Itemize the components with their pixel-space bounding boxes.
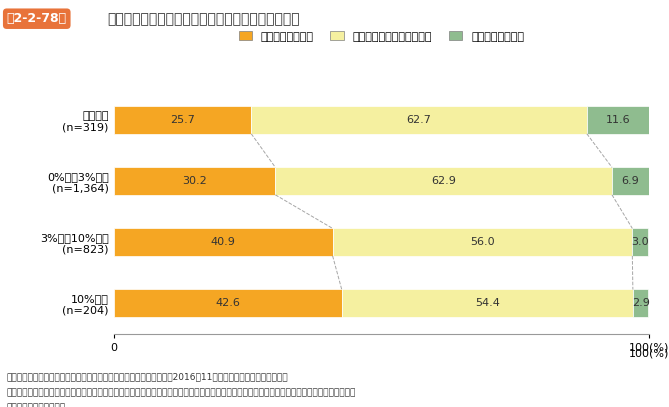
X-axis label: 100(%): 100(%)	[629, 348, 669, 359]
Text: 62.9: 62.9	[432, 176, 456, 186]
Text: 30.2: 30.2	[182, 176, 207, 186]
Text: 25.7: 25.7	[170, 115, 195, 125]
Text: 42.6: 42.6	[215, 298, 240, 308]
Bar	[114, 228, 332, 256]
Text: 売上高経常利益率別に見た、自社株式評価額の印象: 売上高経常利益率別に見た、自社株式評価額の印象	[107, 12, 300, 26]
Bar	[632, 228, 648, 256]
Text: 2.9: 2.9	[632, 298, 650, 308]
Bar	[342, 289, 633, 317]
Text: 40.9: 40.9	[211, 237, 235, 247]
Bar	[633, 289, 648, 317]
Legend: 予想より高かった, おおむね予想どおりだった, 予想より低かった: 予想より高かった, おおむね予想どおりだった, 予想より低かった	[234, 27, 529, 46]
Bar	[612, 167, 649, 195]
Text: 6.9: 6.9	[622, 176, 640, 186]
Text: 第2-2-78図: 第2-2-78図	[7, 12, 67, 25]
Text: （注）自社株式の評価額算出について「定期的に評価額を算出している」、「不定期だが評価額を算出している（一回のみを含む）」と回答した: （注）自社株式の評価額算出について「定期的に評価額を算出している」、「不定期だが…	[7, 389, 356, 398]
Text: 3.0: 3.0	[632, 237, 649, 247]
Text: 資料：中小企業庁委託「企業経営の継続に関するアンケート調査」（2016年11月、（株）東京商エリサーチ）: 資料：中小企業庁委託「企業経営の継続に関するアンケート調査」（2016年11月、…	[7, 372, 288, 381]
Bar	[114, 167, 276, 195]
Text: 56.0: 56.0	[470, 237, 495, 247]
Bar	[276, 167, 612, 195]
Bar	[114, 289, 342, 317]
Text: 11.6: 11.6	[605, 115, 630, 125]
Bar	[114, 106, 252, 134]
Bar	[252, 106, 587, 134]
Text: 54.4: 54.4	[475, 298, 500, 308]
Bar	[332, 228, 632, 256]
Bar	[587, 106, 649, 134]
Text: 62.7: 62.7	[407, 115, 432, 125]
Text: 者を集計している。: 者を集計している。	[7, 403, 66, 407]
